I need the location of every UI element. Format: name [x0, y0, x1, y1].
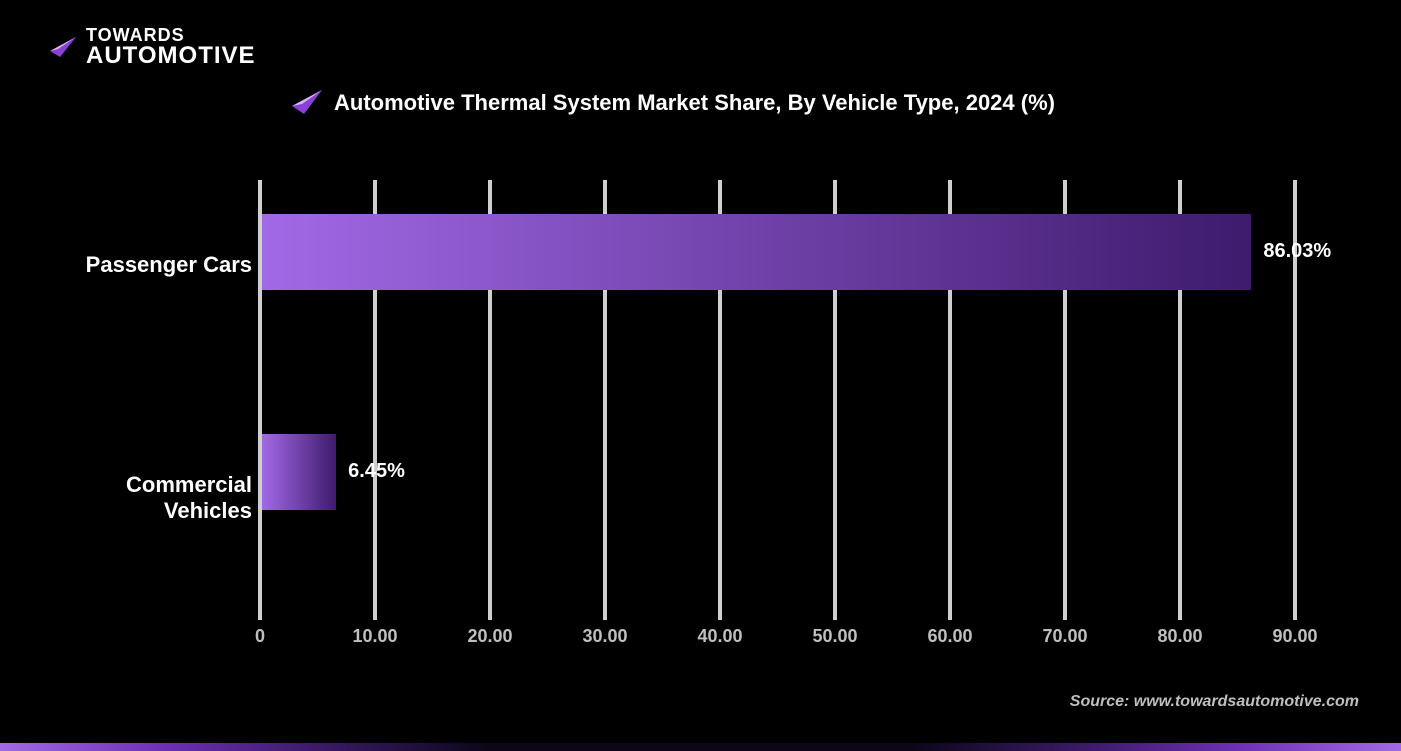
- x-tick-label: 80.00: [1157, 626, 1202, 647]
- x-tick-label: 60.00: [927, 626, 972, 647]
- x-tick-label: 90.00: [1272, 626, 1317, 647]
- category-label: Passenger Cars: [82, 252, 252, 278]
- x-tick-label: 20.00: [467, 626, 512, 647]
- x-tick-label: 30.00: [582, 626, 627, 647]
- bottom-gradient-border: [0, 743, 1401, 751]
- bar: [262, 214, 1251, 290]
- chart-title: Automotive Thermal System Market Share, …: [334, 90, 1055, 116]
- y-axis-labels: Passenger Cars Commercial Vehicles: [82, 180, 252, 620]
- bar-value-label: 86.03%: [1263, 240, 1331, 263]
- x-tick-label: 70.00: [1042, 626, 1087, 647]
- brand-logo: TOWARDS AUTOMOTIVE: [48, 26, 256, 68]
- x-tick-label: 40.00: [697, 626, 742, 647]
- x-tick-label: 0: [255, 626, 265, 647]
- logo-text-bottom: AUTOMOTIVE: [86, 44, 256, 68]
- chart-plot: 010.0020.0030.0040.0050.0060.0070.0080.0…: [260, 180, 1295, 620]
- chart-title-block: Automotive Thermal System Market Share, …: [290, 86, 1055, 120]
- x-tick-label: 10.00: [352, 626, 397, 647]
- source-attribution: Source: www.towardsautomotive.com: [1070, 693, 1359, 711]
- chart-card: TOWARDS AUTOMOTIVE Automotive Thermal Sy…: [0, 0, 1401, 751]
- bar-value-label: 6.45%: [348, 460, 405, 483]
- category-label: Commercial Vehicles: [82, 472, 252, 524]
- x-tick-label: 50.00: [812, 626, 857, 647]
- logo-arrow-icon: [48, 27, 78, 67]
- logo-text: TOWARDS AUTOMOTIVE: [86, 26, 256, 68]
- bar: [262, 434, 336, 510]
- title-arrow-icon: [290, 86, 324, 120]
